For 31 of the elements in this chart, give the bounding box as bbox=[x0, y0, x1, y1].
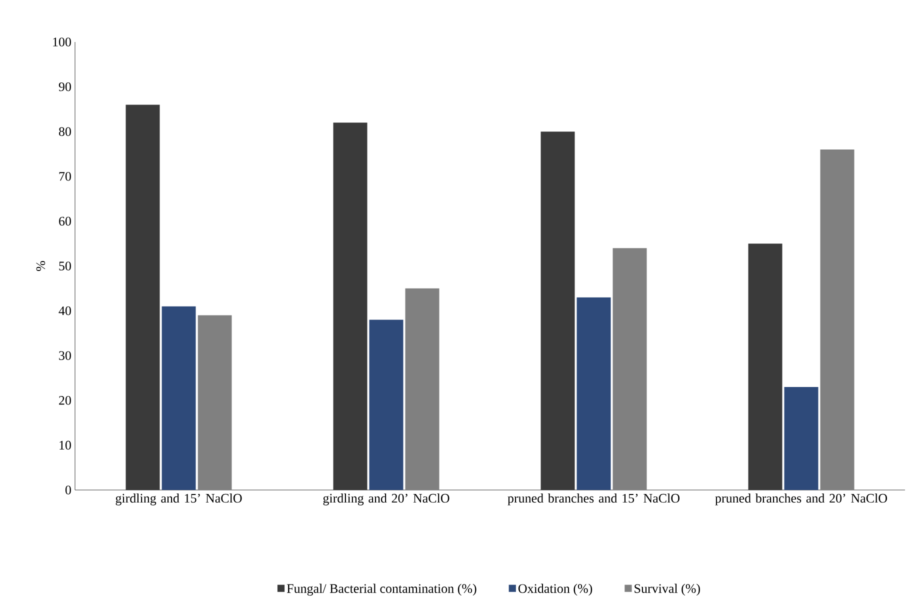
bar bbox=[784, 386, 818, 490]
bar bbox=[198, 315, 232, 490]
bar bbox=[333, 122, 368, 490]
y-tick-label: 90 bbox=[58, 82, 71, 92]
bar bbox=[576, 297, 611, 490]
bar bbox=[748, 243, 782, 490]
y-tick-label: 100 bbox=[53, 37, 71, 46]
bar bbox=[540, 131, 575, 490]
y-tick-label: 0 bbox=[65, 485, 71, 494]
legend-label: Survival (%) bbox=[634, 584, 700, 596]
bar bbox=[405, 288, 440, 490]
y-tick-label: 30 bbox=[59, 351, 71, 360]
y-axis-title: % bbox=[36, 260, 46, 271]
x-tick-label: pruned branches and 15’ NaClO bbox=[508, 493, 680, 506]
y-tick-label: 60 bbox=[59, 216, 71, 226]
bar bbox=[126, 104, 160, 490]
bar bbox=[820, 149, 854, 490]
legend-label: Oxidation (%) bbox=[518, 584, 592, 596]
y-tick-label: 20 bbox=[59, 396, 71, 405]
bar bbox=[369, 320, 404, 490]
bar bbox=[612, 248, 647, 490]
y-tick-label: 10 bbox=[60, 440, 71, 450]
x-tick-label: pruned branches and 20’ NaClO bbox=[715, 493, 888, 506]
x-tick-label: girdling and 15’ NaClO bbox=[116, 493, 242, 506]
y-tick-label: 50 bbox=[59, 261, 71, 270]
bar bbox=[162, 306, 196, 490]
y-tick-label: 40 bbox=[58, 306, 71, 316]
y-tick-label: 70 bbox=[59, 172, 71, 181]
y-tick-label: 80 bbox=[58, 127, 71, 136]
x-tick-label: girdling and 20’ NaClO bbox=[323, 493, 450, 506]
legend-label: Fungal/ Bacterial contamination (%) bbox=[286, 584, 476, 596]
